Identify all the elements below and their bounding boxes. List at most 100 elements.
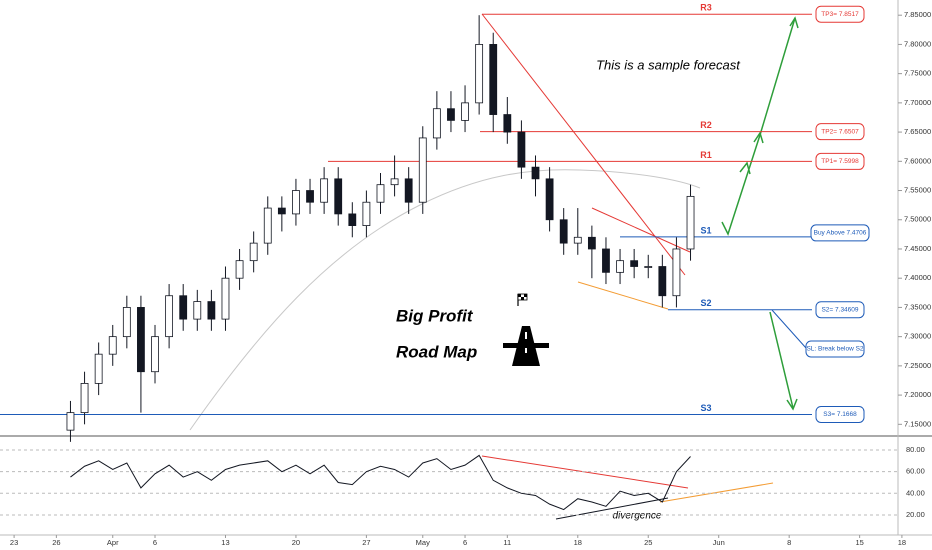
x-tick-label: 23 bbox=[10, 538, 18, 547]
y-tick-label: 7.25000 bbox=[904, 361, 931, 370]
candle-body bbox=[334, 178, 343, 215]
y-tick-label: 7.55000 bbox=[904, 186, 931, 195]
level-label: S2= 7.34609 bbox=[821, 306, 858, 313]
candle-body bbox=[573, 236, 582, 244]
level-box bbox=[815, 123, 865, 141]
x-tick-label: Jun bbox=[713, 538, 725, 547]
divergence-label: divergence bbox=[613, 511, 662, 522]
sl-label: SL: Break below S2 bbox=[806, 346, 863, 353]
candle-body bbox=[165, 295, 174, 338]
candle-body bbox=[306, 190, 314, 203]
candle-body bbox=[108, 336, 117, 355]
level-name: R1 bbox=[700, 150, 712, 160]
level-box bbox=[810, 224, 870, 242]
x-tick-label: 18 bbox=[574, 538, 582, 547]
headline: Big Profit bbox=[396, 306, 474, 325]
y-tick-label: 7.65000 bbox=[904, 127, 931, 136]
y2-tick-label: 60.00 bbox=[906, 467, 925, 476]
candle-body bbox=[390, 178, 399, 186]
y-tick-label: 7.30000 bbox=[904, 332, 931, 341]
level-box bbox=[815, 405, 865, 423]
candle-body bbox=[531, 166, 540, 180]
trendline bbox=[591, 207, 691, 253]
level-label: TP1= 7.5998 bbox=[821, 158, 859, 165]
candle-body bbox=[376, 184, 385, 203]
candle-body bbox=[517, 131, 526, 168]
rsi-trendline bbox=[555, 497, 669, 520]
candle-body bbox=[277, 207, 286, 215]
moving-average bbox=[189, 169, 701, 431]
candle-body bbox=[348, 213, 357, 226]
x-tick-label: Apr bbox=[107, 538, 119, 547]
y-tick-label: 7.45000 bbox=[904, 244, 931, 253]
forecast-arrow bbox=[769, 311, 794, 409]
level-name: S2 bbox=[700, 298, 711, 308]
y-tick-label: 7.15000 bbox=[904, 419, 931, 428]
candle-body bbox=[207, 301, 216, 320]
candle-body bbox=[616, 260, 624, 273]
sl-box: SL: Break below S2 bbox=[805, 340, 865, 358]
x-tick-label: 6 bbox=[153, 538, 157, 547]
candle-body bbox=[193, 301, 202, 320]
x-tick-label: 11 bbox=[503, 538, 511, 547]
y-tick-label: 7.20000 bbox=[904, 390, 931, 399]
candle-body bbox=[80, 382, 89, 414]
candle-body bbox=[418, 137, 427, 203]
candle-body bbox=[644, 266, 653, 268]
candle-body bbox=[503, 114, 512, 133]
y2-tick-label: 80.00 bbox=[906, 445, 925, 454]
rsi-line bbox=[70, 454, 691, 511]
level-box bbox=[815, 152, 865, 170]
candle-body bbox=[447, 108, 455, 121]
candle-body bbox=[545, 178, 554, 221]
candle-body bbox=[179, 295, 188, 320]
level-box bbox=[815, 301, 865, 319]
y2-tick-label: 40.00 bbox=[906, 488, 925, 497]
candle-body bbox=[432, 108, 441, 139]
y-tick-label: 7.70000 bbox=[904, 98, 931, 107]
forecast-arrow bbox=[759, 17, 796, 136]
candle-body bbox=[362, 201, 371, 226]
flag-icon bbox=[517, 293, 528, 306]
candle-body bbox=[151, 336, 159, 373]
y-tick-label: 7.35000 bbox=[904, 302, 931, 311]
x-tick-label: 13 bbox=[221, 538, 229, 547]
candle-body bbox=[630, 260, 639, 267]
x-tick-label: 25 bbox=[644, 538, 652, 547]
candle-body bbox=[292, 190, 300, 215]
candle-body bbox=[587, 236, 596, 250]
forecast-note: This is a sample forecast bbox=[596, 57, 741, 72]
y-tick-label: 7.80000 bbox=[904, 39, 931, 48]
level-name: S3 bbox=[700, 403, 711, 413]
arrow-head bbox=[786, 398, 798, 411]
candle-body bbox=[235, 260, 244, 279]
level-box bbox=[815, 5, 865, 23]
y-tick-label: 7.50000 bbox=[904, 215, 931, 224]
candle-body bbox=[489, 44, 498, 115]
level-label: TP2= 7.6507 bbox=[821, 128, 859, 135]
x-tick-label: 20 bbox=[292, 538, 300, 547]
candle-body bbox=[475, 44, 484, 104]
y2-tick-label: 20.00 bbox=[906, 510, 925, 519]
level-label: Buy Above 7.4706 bbox=[814, 230, 867, 237]
y-tick-label: 7.60000 bbox=[904, 156, 931, 165]
y-tick-label: 7.40000 bbox=[904, 273, 931, 282]
candle-body bbox=[672, 248, 681, 297]
candle-body bbox=[66, 412, 75, 431]
level-name: R3 bbox=[700, 3, 712, 13]
x-tick-label: 27 bbox=[362, 538, 370, 547]
arrow-head bbox=[753, 131, 764, 144]
arrow-head bbox=[789, 16, 799, 29]
level-label: S3= 7.1668 bbox=[823, 411, 857, 418]
trendline bbox=[577, 281, 669, 310]
road-icon bbox=[503, 326, 549, 366]
x-tick-label: 18 bbox=[898, 538, 906, 547]
candle-body bbox=[686, 195, 695, 250]
candle-body bbox=[404, 178, 413, 203]
x-tick-label: 6 bbox=[463, 538, 467, 547]
arrow-head bbox=[739, 161, 751, 175]
trendline bbox=[481, 13, 686, 276]
level-name: S1 bbox=[700, 225, 711, 235]
